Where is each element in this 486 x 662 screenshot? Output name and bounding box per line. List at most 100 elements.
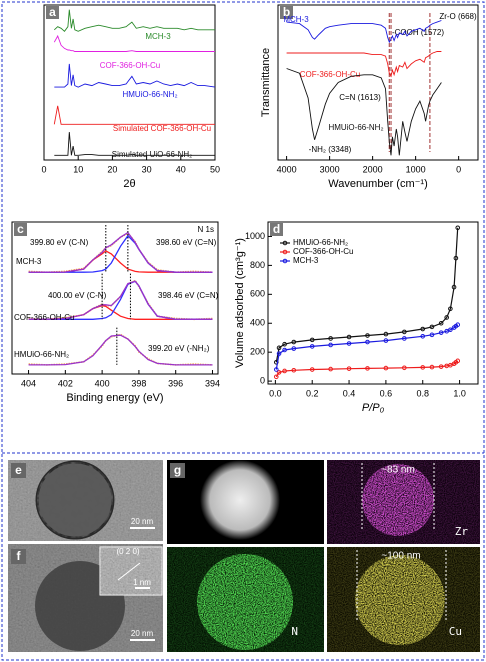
series-label: MCH-3 (283, 15, 309, 24)
annotation: -NH₂ (3348) (309, 145, 352, 154)
data-point (365, 333, 370, 338)
data-point (328, 366, 333, 372)
data-point (420, 326, 426, 332)
x-tick-label: 398 (131, 378, 146, 388)
data-point (448, 327, 453, 333)
y-tick-label: 600 (250, 289, 265, 299)
x-axis-label: Wavenumber (cm⁻¹) (328, 178, 428, 190)
panel-label: b (283, 5, 290, 19)
series-line (286, 20, 442, 44)
legend-marker (282, 258, 288, 264)
annotation: Zr-O (668) (439, 12, 477, 21)
y-tick-label: 800 (250, 260, 265, 270)
panel-label: c (17, 222, 24, 236)
peak-label: 399.20 eV (-NH₂) (148, 344, 210, 353)
y-tick-label: 0 (260, 375, 265, 385)
data-point (455, 225, 461, 231)
element-label: Zr (455, 525, 469, 538)
x-tick-label: 0 (456, 164, 461, 174)
data-point (273, 374, 279, 380)
data-point (438, 364, 444, 369)
x-tick-label: 1.0 (453, 388, 466, 398)
annotation: C=N (1613) (339, 93, 381, 102)
data-point (429, 324, 435, 330)
data-point (276, 351, 282, 356)
element-label: N (291, 625, 298, 638)
x-tick-label: 1000 (406, 164, 426, 174)
data-point (455, 322, 461, 327)
peak-label: 399.80 eV (C-N) (30, 238, 89, 247)
series-line (53, 105, 215, 125)
data-point (383, 331, 389, 337)
series-line (286, 68, 442, 156)
data-point (420, 333, 426, 339)
data-point (282, 341, 287, 347)
series-line (54, 63, 216, 88)
data-point (346, 366, 352, 371)
data-point (273, 367, 279, 372)
data-point (448, 362, 453, 368)
series-label: MCH-3 (145, 32, 171, 41)
series-label: Simulated COF-366-OH-Cu (113, 124, 211, 133)
data-point (444, 328, 449, 334)
inset-scale: 1 nm (133, 578, 151, 587)
y-tick-label: 1000 (245, 231, 265, 241)
x-tick-label: 0.4 (343, 388, 356, 398)
series-line (54, 132, 215, 156)
data-point (365, 339, 370, 345)
series-line (53, 34, 215, 52)
series-label: HMUiO-66-NH₂ (328, 123, 383, 132)
data-point (383, 338, 389, 343)
data-point (291, 339, 297, 345)
spectrum-label: HMUiO-66-NH₂ (14, 350, 69, 359)
spectrum-label: COF-366-OH-Cu (14, 313, 74, 322)
data-point (282, 368, 287, 374)
legend-label: HMUiO-66-NH₂ (293, 238, 348, 247)
x-tick-label: 0.0 (269, 388, 282, 398)
plot-frame (267, 221, 479, 385)
peak-label: 398.60 eV (C=N) (156, 238, 217, 247)
data-point (309, 367, 315, 372)
note: N 1s (198, 225, 214, 234)
fit-envelope (28, 280, 213, 320)
data-point (448, 306, 453, 312)
x-tick-label: 3000 (320, 164, 340, 174)
plot-frame (277, 4, 479, 161)
panel-label: e (15, 463, 22, 477)
peak-label: 400.00 eV (C-N) (48, 291, 107, 300)
data-point (402, 336, 407, 341)
panel-label-box (11, 463, 26, 478)
x-tick-label: 402 (58, 378, 73, 388)
data-point (346, 334, 352, 340)
scale-bar-label: 20 nm (131, 629, 154, 638)
x-tick-label: 20 (107, 164, 117, 174)
data-point (383, 365, 389, 371)
data-point (328, 336, 333, 341)
panel-label: f (17, 549, 22, 563)
x-tick-label: 400 (95, 378, 110, 388)
data-point (365, 366, 370, 371)
panel-label: g (174, 463, 181, 477)
x-tick-label: 396 (168, 378, 183, 388)
peak-label: 398.46 eV (C=N) (158, 291, 219, 300)
panel-label-box (14, 223, 27, 236)
panel-label: a (49, 5, 56, 19)
x-tick-label: 0.2 (306, 388, 319, 398)
x-tick-label: 40 (176, 164, 186, 174)
data-point (455, 358, 461, 364)
panel-label-box (280, 6, 293, 19)
data-point (451, 284, 457, 290)
y-tick-label: 400 (250, 318, 265, 328)
data-point (438, 330, 444, 335)
data-point (453, 255, 459, 261)
x-tick-label: 404 (21, 378, 36, 388)
x-axis-label: Binding energy (eV) (66, 392, 163, 404)
x-tick-label: 0.8 (416, 388, 429, 398)
x-axis-label: 2θ (123, 178, 135, 190)
x-tick-label: 50 (210, 164, 220, 174)
plot-frame (43, 4, 216, 161)
scale-bar-label: 20 nm (131, 517, 154, 526)
data-point (346, 341, 352, 346)
legend-marker (282, 249, 288, 255)
